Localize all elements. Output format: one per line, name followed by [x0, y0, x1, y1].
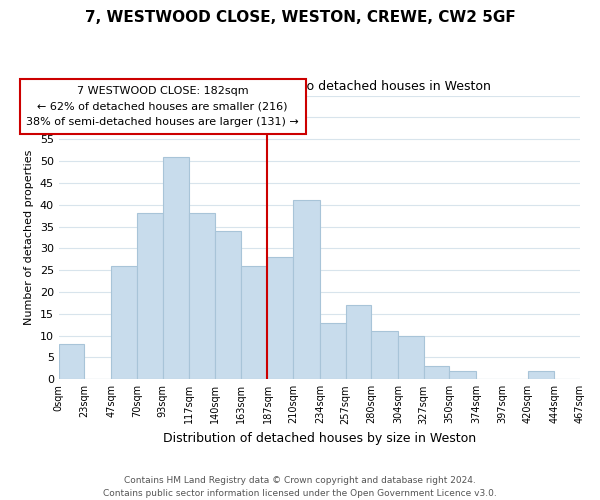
- Bar: [241, 266, 268, 380]
- Text: 7 WESTWOOD CLOSE: 182sqm
← 62% of detached houses are smaller (216)
38% of semi-: 7 WESTWOOD CLOSE: 182sqm ← 62% of detach…: [26, 86, 299, 127]
- Bar: [371, 332, 398, 380]
- Bar: [320, 322, 346, 380]
- Bar: [59, 344, 85, 380]
- Bar: [137, 214, 163, 380]
- Bar: [163, 156, 190, 380]
- Bar: [268, 257, 293, 380]
- Y-axis label: Number of detached properties: Number of detached properties: [24, 150, 34, 325]
- Bar: [190, 214, 215, 380]
- Bar: [111, 266, 137, 380]
- Bar: [398, 336, 424, 380]
- Bar: [346, 305, 371, 380]
- Bar: [449, 370, 476, 380]
- Bar: [424, 366, 449, 380]
- Bar: [215, 231, 241, 380]
- Title: Size of property relative to detached houses in Weston: Size of property relative to detached ho…: [148, 80, 491, 93]
- Text: 7, WESTWOOD CLOSE, WESTON, CREWE, CW2 5GF: 7, WESTWOOD CLOSE, WESTON, CREWE, CW2 5G…: [85, 10, 515, 25]
- Text: Contains HM Land Registry data © Crown copyright and database right 2024.
Contai: Contains HM Land Registry data © Crown c…: [103, 476, 497, 498]
- Bar: [293, 200, 320, 380]
- X-axis label: Distribution of detached houses by size in Weston: Distribution of detached houses by size …: [163, 432, 476, 445]
- Bar: [527, 370, 554, 380]
